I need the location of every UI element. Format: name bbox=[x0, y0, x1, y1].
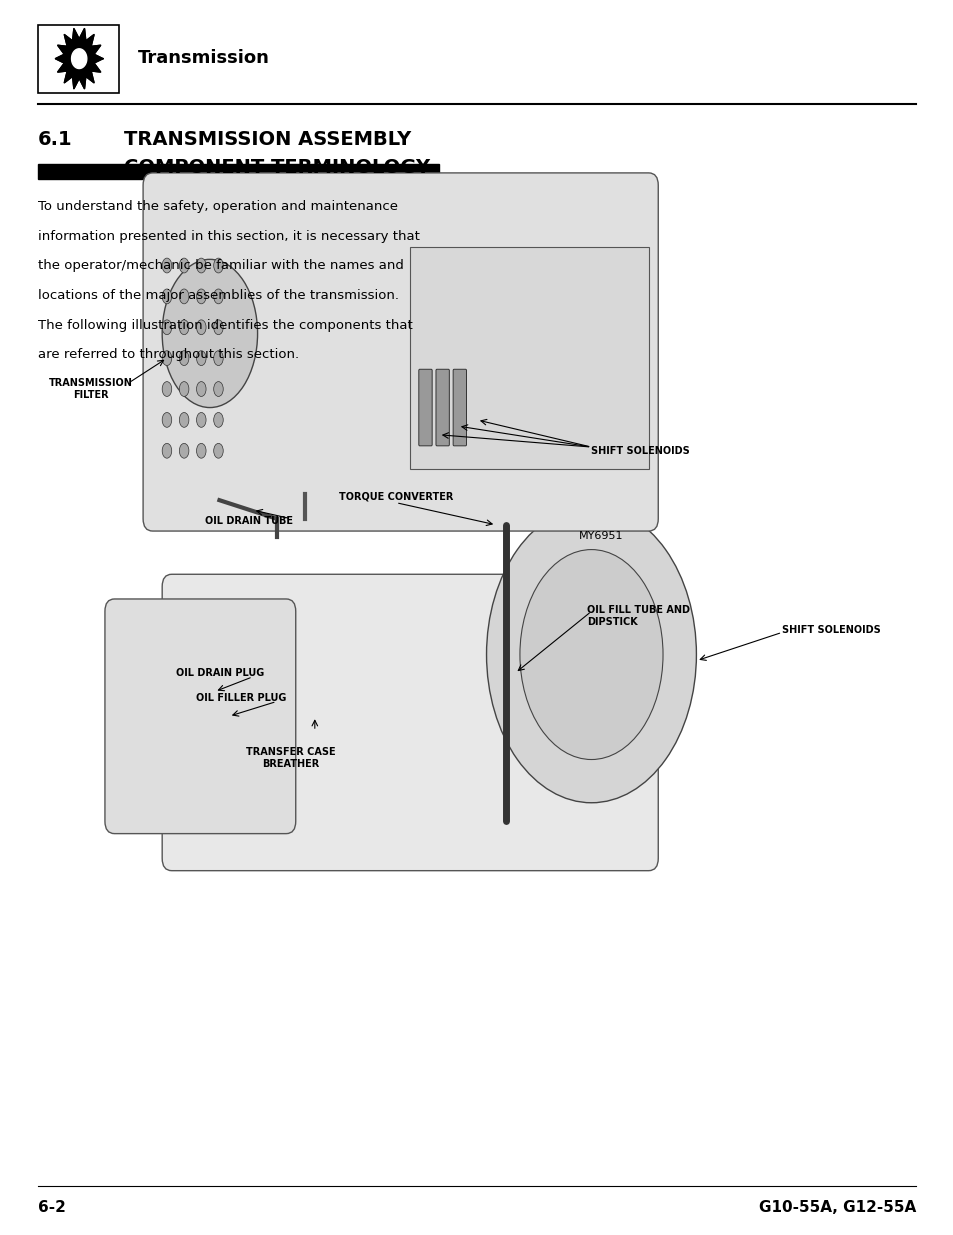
Text: OIL DRAIN TUBE: OIL DRAIN TUBE bbox=[205, 516, 293, 526]
Ellipse shape bbox=[196, 412, 206, 427]
FancyBboxPatch shape bbox=[38, 25, 119, 93]
Ellipse shape bbox=[162, 443, 172, 458]
Text: TRANSMISSION ASSEMBLY: TRANSMISSION ASSEMBLY bbox=[124, 130, 411, 148]
Polygon shape bbox=[55, 28, 103, 89]
Text: locations of the major assemblies of the transmission.: locations of the major assemblies of the… bbox=[38, 289, 398, 303]
FancyBboxPatch shape bbox=[436, 369, 449, 446]
FancyBboxPatch shape bbox=[410, 247, 648, 469]
Text: SHIFT SOLENOIDS: SHIFT SOLENOIDS bbox=[591, 446, 690, 456]
Ellipse shape bbox=[213, 258, 223, 273]
Text: The following illustration identifies the components that: The following illustration identifies th… bbox=[38, 319, 413, 332]
Text: To understand the safety, operation and maintenance: To understand the safety, operation and … bbox=[38, 200, 397, 214]
Ellipse shape bbox=[519, 550, 662, 760]
Text: are referred to throughout this section.: are referred to throughout this section. bbox=[38, 348, 299, 362]
Text: G10-55A, G12-55A: G10-55A, G12-55A bbox=[758, 1200, 915, 1215]
Ellipse shape bbox=[162, 412, 172, 427]
Text: the operator/mechanic be familiar with the names and: the operator/mechanic be familiar with t… bbox=[38, 259, 404, 273]
Text: Transmission: Transmission bbox=[138, 49, 270, 67]
FancyBboxPatch shape bbox=[418, 369, 432, 446]
Ellipse shape bbox=[162, 258, 172, 273]
Ellipse shape bbox=[179, 412, 189, 427]
Text: TORQUE CONVERTER: TORQUE CONVERTER bbox=[338, 492, 453, 501]
Text: SHIFT SOLENOIDS: SHIFT SOLENOIDS bbox=[781, 625, 881, 635]
Ellipse shape bbox=[486, 506, 696, 803]
Ellipse shape bbox=[179, 382, 189, 396]
Ellipse shape bbox=[213, 351, 223, 366]
Ellipse shape bbox=[196, 289, 206, 304]
FancyBboxPatch shape bbox=[453, 369, 466, 446]
Text: 6.1: 6.1 bbox=[38, 130, 72, 148]
Text: OIL FILLER PLUG: OIL FILLER PLUG bbox=[195, 693, 286, 703]
Ellipse shape bbox=[196, 351, 206, 366]
Ellipse shape bbox=[213, 443, 223, 458]
Ellipse shape bbox=[179, 289, 189, 304]
Ellipse shape bbox=[196, 258, 206, 273]
Ellipse shape bbox=[213, 382, 223, 396]
Text: OIL DRAIN PLUG: OIL DRAIN PLUG bbox=[176, 668, 265, 678]
Ellipse shape bbox=[196, 320, 206, 335]
Polygon shape bbox=[71, 49, 87, 68]
Ellipse shape bbox=[162, 289, 172, 304]
Text: TRANSMISSION
FILTER: TRANSMISSION FILTER bbox=[49, 378, 132, 400]
Ellipse shape bbox=[162, 351, 172, 366]
Text: COMPONENT TERMINOLOGY: COMPONENT TERMINOLOGY bbox=[124, 158, 430, 177]
Ellipse shape bbox=[179, 258, 189, 273]
Ellipse shape bbox=[213, 412, 223, 427]
Text: TRANSFER CASE
BREATHER: TRANSFER CASE BREATHER bbox=[246, 747, 335, 768]
Ellipse shape bbox=[213, 289, 223, 304]
Text: 6-2: 6-2 bbox=[38, 1200, 66, 1215]
Ellipse shape bbox=[196, 443, 206, 458]
Bar bbox=[38, 164, 438, 179]
Ellipse shape bbox=[179, 443, 189, 458]
Ellipse shape bbox=[162, 259, 257, 408]
FancyBboxPatch shape bbox=[143, 173, 658, 531]
Ellipse shape bbox=[162, 382, 172, 396]
Ellipse shape bbox=[213, 320, 223, 335]
Ellipse shape bbox=[196, 382, 206, 396]
FancyBboxPatch shape bbox=[162, 574, 658, 871]
Text: MY6951: MY6951 bbox=[578, 531, 622, 541]
Ellipse shape bbox=[162, 320, 172, 335]
FancyBboxPatch shape bbox=[105, 599, 295, 834]
Ellipse shape bbox=[179, 320, 189, 335]
Ellipse shape bbox=[179, 351, 189, 366]
Text: OIL FILL TUBE AND
DIPSTICK: OIL FILL TUBE AND DIPSTICK bbox=[586, 605, 689, 626]
Text: information presented in this section, it is necessary that: information presented in this section, i… bbox=[38, 230, 419, 243]
